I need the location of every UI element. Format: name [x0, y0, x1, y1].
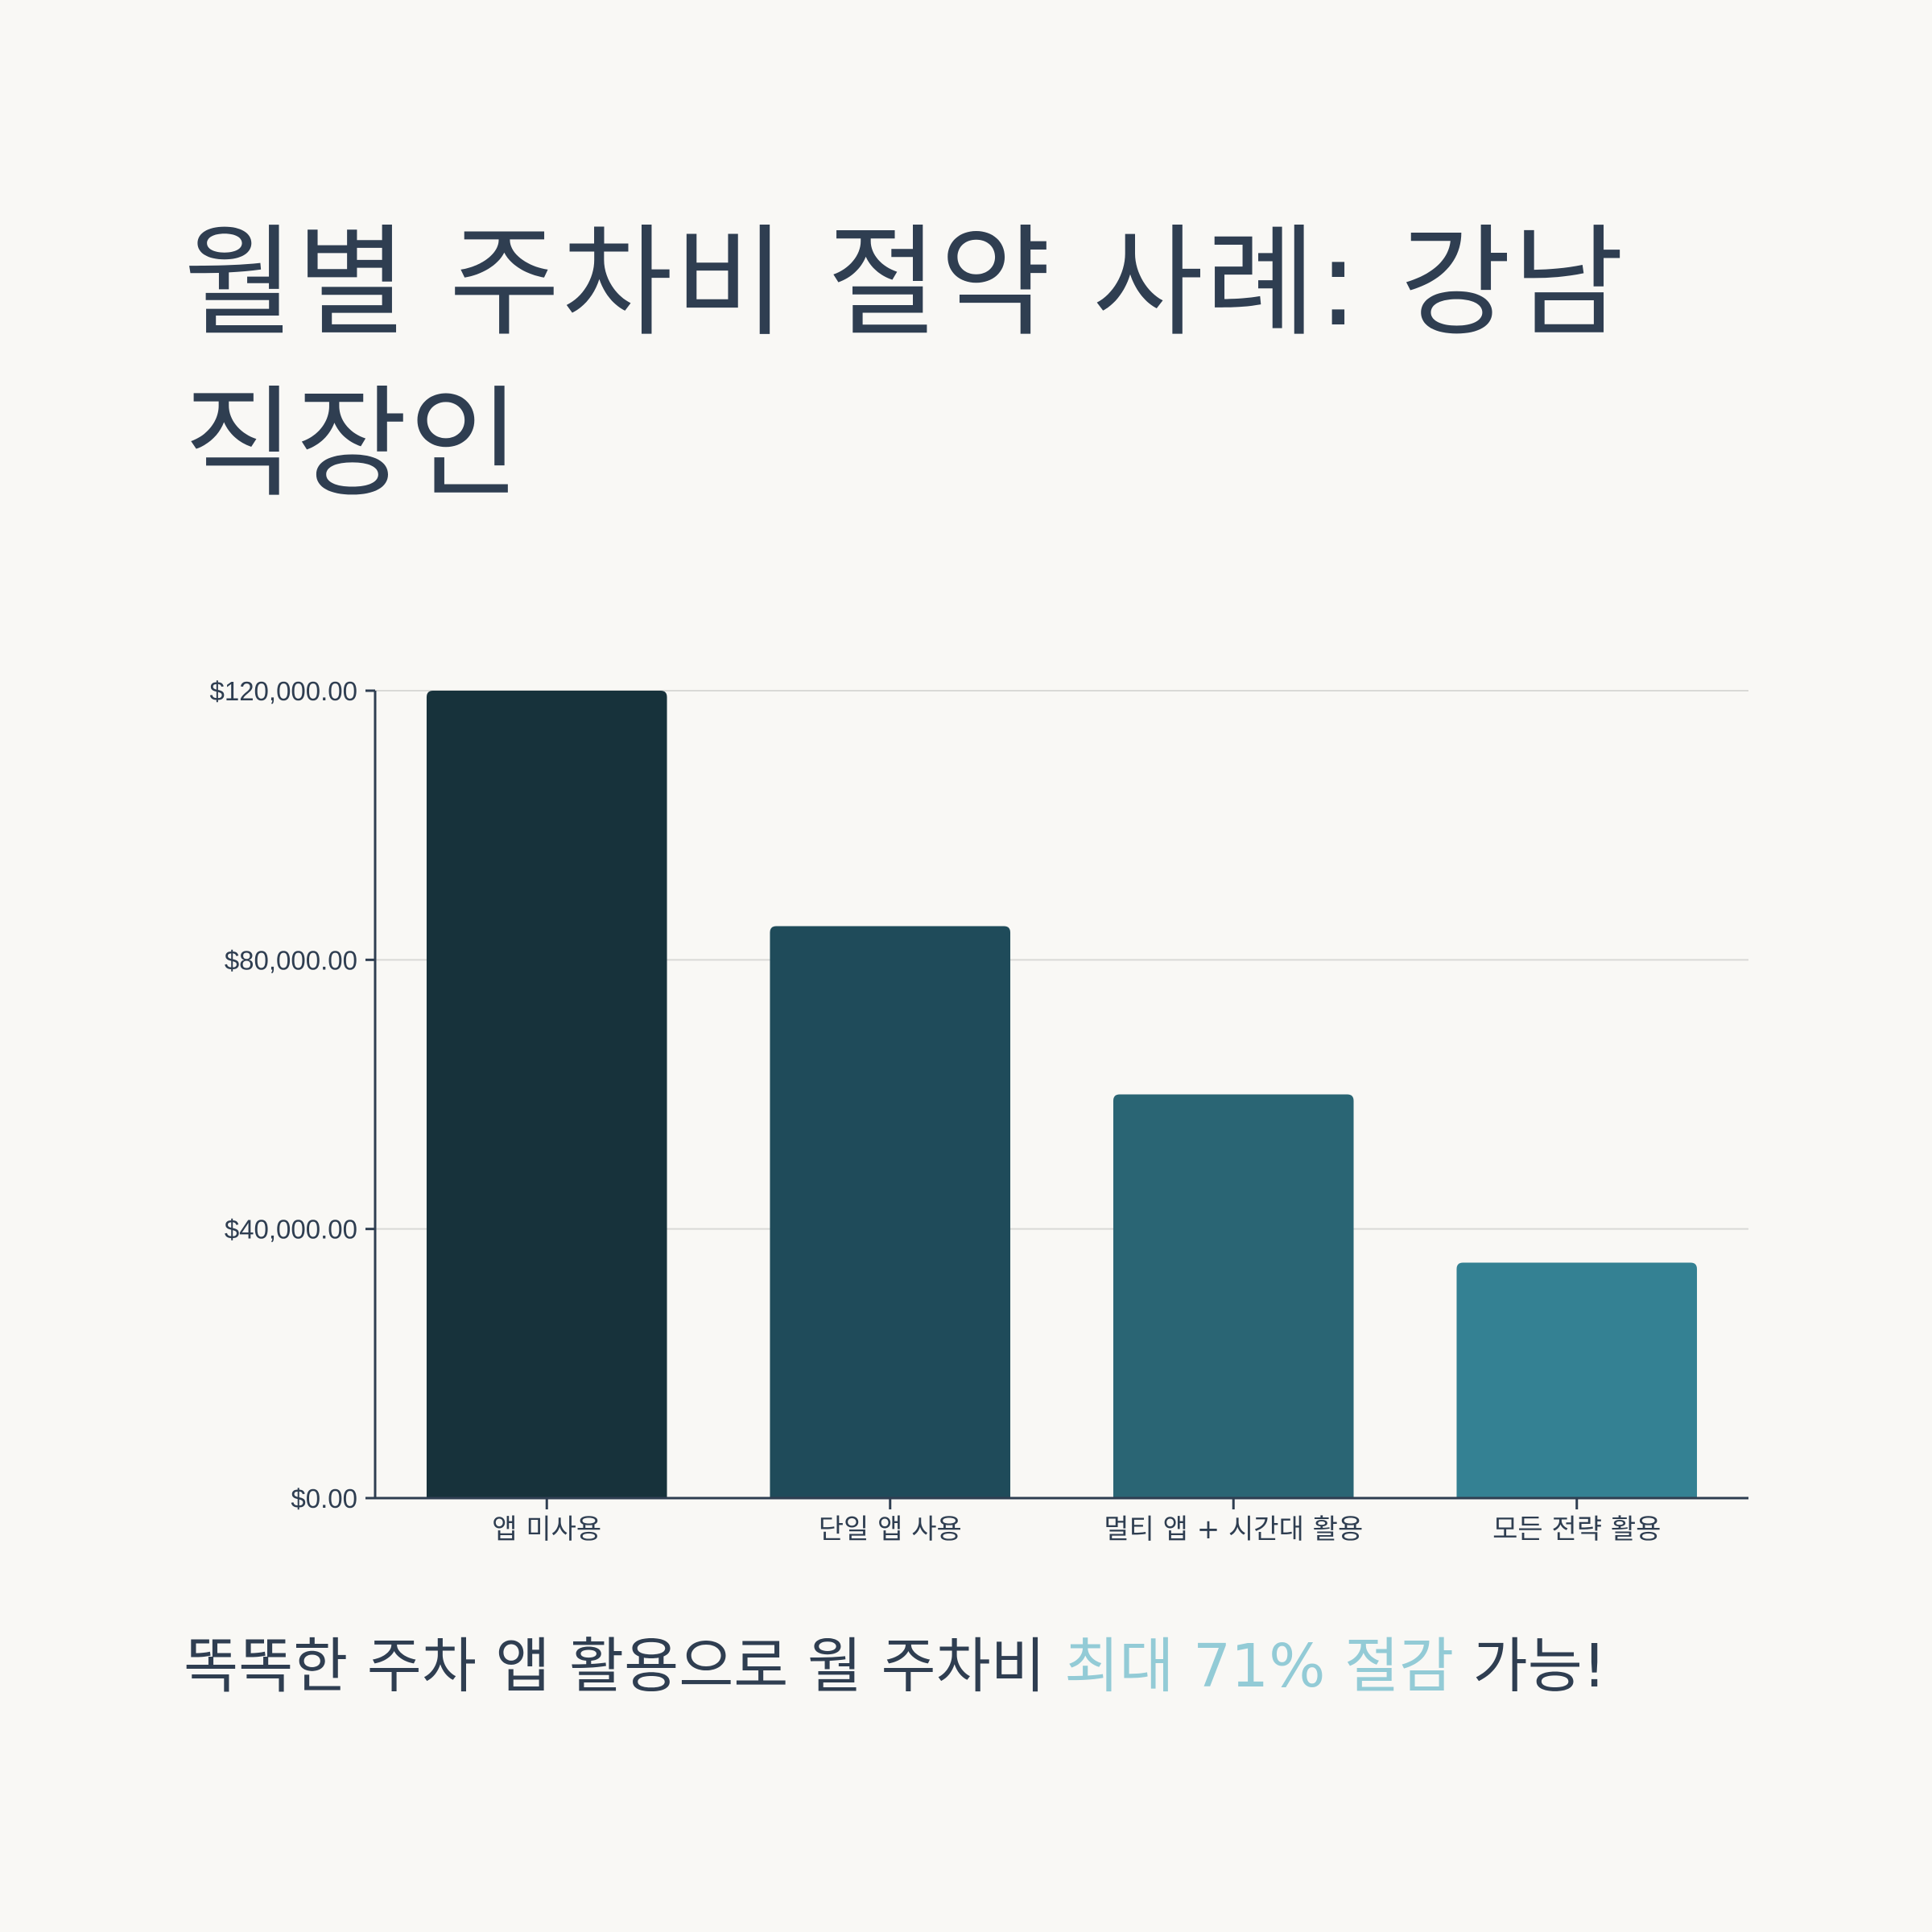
bar: [1456, 1262, 1698, 1498]
x-tick-label: 멀티 앱 + 시간대 활용: [1104, 1513, 1363, 1546]
y-tick-label: $0.00: [291, 1484, 357, 1513]
chart-title: 월별 주차비 절약 사례: 강남 직장인: [184, 213, 1626, 514]
bar: [770, 926, 1011, 1498]
bar: [1113, 1094, 1354, 1498]
caption-end: 가능!: [1454, 1632, 1607, 1701]
x-tick-label: 앱 미사용: [492, 1513, 601, 1546]
labels: $0.00 $40,000.00 $80,000.00 $120,000.00 앱 미사…: [209, 676, 1661, 1546]
bars: [426, 691, 1698, 1498]
axes: [365, 689, 1748, 1509]
bar: [426, 691, 667, 1498]
x-tick-label: 단일 앱 사용: [819, 1513, 962, 1546]
y-tick-label: $80,000.00: [225, 945, 357, 975]
caption-text: 똑똑한 주차 앱 활용으로 월 주차비: [184, 1632, 1065, 1701]
y-tick-label: $120,000.00: [209, 676, 357, 706]
y-tick-label: $40,000.00: [225, 1215, 357, 1245]
caption: 똑똑한 주차 앱 활용으로 월 주차비 최대 71% 절감 가능!: [184, 1622, 1794, 1711]
x-tick-label: 모든 전략 활용: [1492, 1513, 1661, 1546]
caption-highlight: 최대 71% 절감: [1064, 1632, 1455, 1701]
